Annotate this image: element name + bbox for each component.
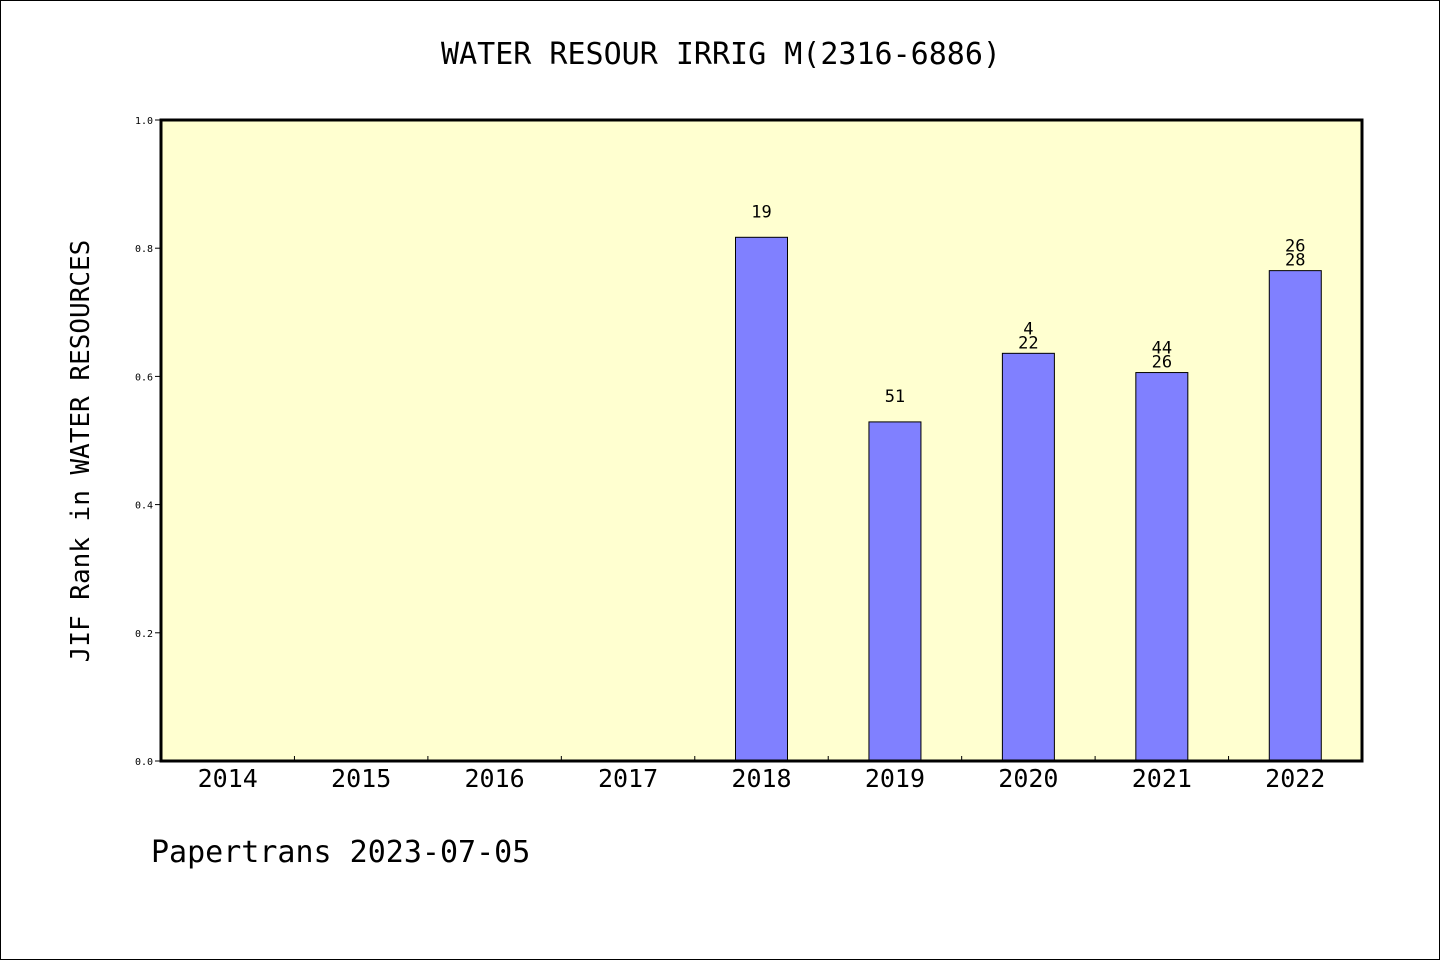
x-tick-label: 2022 [1265,764,1325,793]
y-tick-label: 0.2 [135,629,153,640]
x-tick-label: 2015 [331,764,391,793]
x-tick-label: 2016 [465,764,525,793]
plot-border [159,118,1364,763]
x-tick-label: 2020 [998,764,1058,793]
bar-label: 44 [1152,339,1172,359]
bar-label: 28 [1285,251,1305,271]
chart-title: WATER RESOUR IRRIG M(2316-6886) [441,37,1001,72]
x-tick-label: 2018 [731,764,791,793]
x-tick-label: 2019 [865,764,925,793]
bar-label: 26 [1285,237,1305,257]
y-tick-label: 1.0 [135,116,153,127]
y-tick-label: 0.8 [135,244,153,255]
bar-2018 [735,236,788,762]
y-tick-label: 0.0 [135,757,153,768]
bar-2022 [1268,270,1322,762]
bar-label: 26 [1152,353,1172,373]
x-tick-label: 2021 [1132,764,1192,793]
bar-2020 [1001,352,1055,762]
bar-label: 19 [751,202,771,222]
bar-label: 22 [1018,333,1038,353]
bar-2019 [868,421,922,762]
bar-label: 51 [885,387,905,407]
footer-credit: Papertrans 2023-07-05 [151,835,531,870]
bar-label: 4 [1023,319,1033,339]
bar-2021 [1135,372,1189,762]
y-tick-label: 0.4 [135,501,153,512]
y-tick-label: 0.6 [135,372,153,383]
x-tick-label: 2017 [598,764,658,793]
x-tick-label: 2014 [198,764,258,793]
